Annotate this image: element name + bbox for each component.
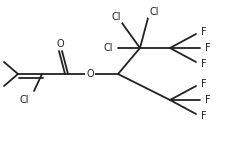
Text: F: F bbox=[205, 95, 211, 105]
Text: F: F bbox=[201, 79, 207, 89]
Text: F: F bbox=[201, 111, 207, 121]
Text: F: F bbox=[201, 59, 207, 69]
Text: Cl: Cl bbox=[111, 12, 121, 22]
Text: O: O bbox=[56, 39, 64, 49]
Text: Cl: Cl bbox=[19, 95, 29, 105]
Text: Cl: Cl bbox=[149, 7, 159, 17]
Text: F: F bbox=[201, 27, 207, 37]
Text: Cl: Cl bbox=[103, 43, 113, 53]
Text: F: F bbox=[205, 43, 211, 53]
Text: O: O bbox=[86, 69, 94, 79]
